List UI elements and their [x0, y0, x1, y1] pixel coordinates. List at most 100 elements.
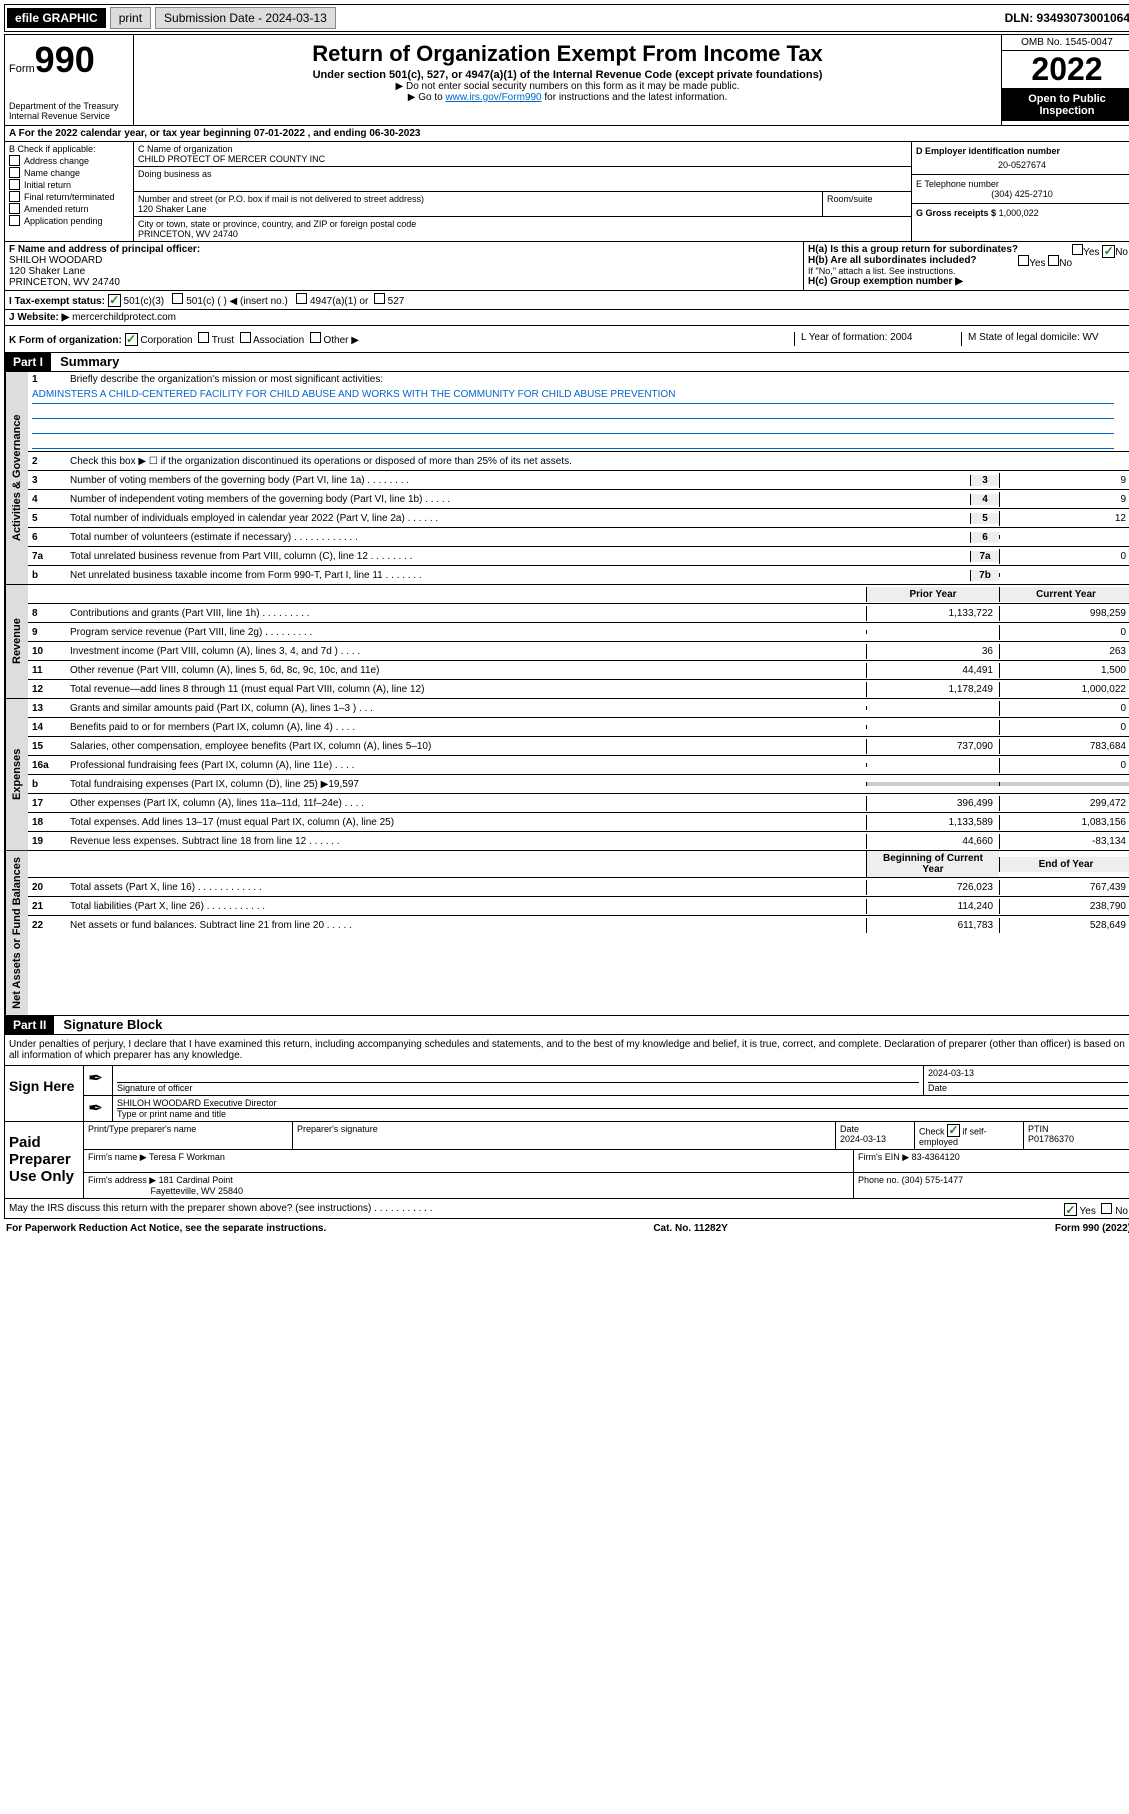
k-other[interactable]: [310, 332, 321, 343]
hb-note: If "No," attach a list. See instructions…: [808, 266, 1128, 276]
ein: 20-0527674: [916, 160, 1128, 170]
line-6-box: 6: [970, 532, 999, 543]
line-12-text: Total revenue—add lines 8 through 11 (mu…: [66, 682, 866, 697]
i-501c3-checked[interactable]: [108, 294, 121, 307]
i-label: I Tax-exempt status:: [9, 296, 105, 307]
form-title: Return of Organization Exempt From Incom…: [144, 41, 991, 67]
name-label: C Name of organization: [138, 144, 907, 154]
self-emp-checked[interactable]: [947, 1124, 960, 1137]
tab-netassets: Net Assets or Fund Balances: [5, 851, 28, 1015]
line-16a-current: 0: [999, 758, 1129, 773]
sig-date-val: 2024-03-13: [928, 1068, 1128, 1083]
line-4-text: Number of independent voting members of …: [66, 492, 970, 507]
colb-check-3[interactable]: [9, 191, 20, 202]
colb-check-5[interactable]: [9, 215, 20, 226]
line-b-box: 7b: [970, 570, 999, 581]
colb-item-3: Final return/terminated: [24, 192, 115, 202]
paid-preparer-block: Paid Preparer Use Only Print/Type prepar…: [4, 1122, 1129, 1199]
part-i-governance: Activities & Governance 1 Briefly descri…: [4, 372, 1129, 585]
line-22-begin: 611,783: [866, 918, 999, 933]
ha-yes[interactable]: [1072, 244, 1083, 255]
org-name: CHILD PROTECT OF MERCER COUNTY INC: [138, 154, 907, 164]
subtitle-2: ▶ Do not enter social security numbers o…: [144, 81, 991, 92]
line-5-text: Total number of individuals employed in …: [66, 511, 970, 526]
i-4947[interactable]: [296, 293, 307, 304]
officer-name: SHILOH WOODARD: [9, 255, 102, 266]
col-d: D Employer identification number 20-0527…: [911, 142, 1129, 241]
i-527[interactable]: [374, 293, 385, 304]
row-i-j: I Tax-exempt status: 501(c)(3) 501(c) ( …: [4, 291, 1129, 326]
website: mercerchildprotect.com: [72, 312, 176, 323]
line-18-prior: 1,133,589: [866, 815, 999, 830]
line-7a-box: 7a: [970, 551, 999, 562]
sig-officer-label: Signature of officer: [117, 1083, 192, 1093]
colb-check-4[interactable]: [9, 203, 20, 214]
submission-date: Submission Date - 2024-03-13: [155, 7, 336, 29]
part-i-header: Part I: [5, 353, 51, 371]
line-9-current: 0: [999, 625, 1129, 640]
line-b-text: Net unrelated business taxable income fr…: [66, 568, 970, 583]
line-6-val: [999, 535, 1129, 539]
paid-preparer: Paid Preparer Use Only: [5, 1122, 84, 1198]
hb-label: H(b) Are all subordinates included?: [808, 255, 977, 266]
prep-name-h: Print/Type preparer's name: [84, 1122, 293, 1149]
street: 120 Shaker Lane: [138, 204, 818, 214]
part-i-title: Summary: [54, 354, 119, 369]
colb-check-2[interactable]: [9, 179, 20, 190]
line-14-current: 0: [999, 720, 1129, 735]
hb-no[interactable]: [1048, 255, 1059, 266]
line-10-prior: 36: [866, 644, 999, 659]
line-5-box: 5: [970, 513, 999, 524]
ha-no-checked[interactable]: [1102, 245, 1115, 258]
top-toolbar: efile GRAPHIC print Submission Date - 20…: [4, 4, 1129, 32]
line-5-val: 12: [999, 511, 1129, 526]
line-3-text: Number of voting members of the governin…: [66, 473, 970, 488]
subtitle-1: Under section 501(c), 527, or 4947(a)(1)…: [144, 69, 991, 81]
dln: DLN: 93493073001064: [1005, 11, 1129, 25]
line-22-end: 528,649: [999, 918, 1129, 933]
sig-date-label: Date: [928, 1083, 947, 1093]
line-9-text: Program service revenue (Part VIII, line…: [66, 625, 866, 640]
line-15-prior: 737,090: [866, 739, 999, 754]
sign-here-block: Sign Here ✒ Signature of officer 2024-03…: [4, 1066, 1129, 1122]
i-501c[interactable]: [172, 293, 183, 304]
city: PRINCETON, WV 24740: [138, 229, 907, 239]
form-number: 990: [35, 39, 95, 80]
may-irs: May the IRS discuss this return with the…: [9, 1203, 433, 1214]
subtitle-3a: ▶ Go to: [408, 92, 446, 103]
part-ii-header: Part II: [5, 1016, 54, 1034]
line-11-current: 1,500: [999, 663, 1129, 678]
irs-link[interactable]: www.irs.gov/Form990: [445, 92, 541, 103]
line-12-current: 1,000,022: [999, 682, 1129, 697]
tax-year: 2022: [1002, 51, 1129, 89]
line-b-prior: [866, 782, 999, 786]
tab-revenue: Revenue: [5, 585, 28, 698]
type-name-label: Type or print name and title: [117, 1109, 226, 1119]
k-corp-checked[interactable]: [125, 333, 138, 346]
phone-label: E Telephone number: [916, 179, 1128, 189]
line-17-text: Other expenses (Part IX, column (A), lin…: [66, 796, 866, 811]
form-prefix: Form: [9, 63, 35, 75]
line-18-current: 1,083,156: [999, 815, 1129, 830]
open-public-2: Inspection: [1004, 105, 1129, 117]
line-20-begin: 726,023: [866, 880, 999, 895]
colb-check-1[interactable]: [9, 167, 20, 178]
may-irs-no[interactable]: [1101, 1203, 1112, 1214]
print-button[interactable]: print: [110, 7, 151, 29]
f-label: F Name and address of principal officer:: [9, 244, 200, 255]
row-k: K Form of organization: Corporation Trus…: [4, 326, 1129, 353]
subtitle-3b: for instructions and the latest informat…: [542, 92, 728, 103]
part-i-revenue: Revenue Prior Year Current Year 8Contrib…: [4, 585, 1129, 699]
open-public-1: Open to Public: [1004, 93, 1129, 105]
hb-yes[interactable]: [1018, 255, 1029, 266]
k-assoc[interactable]: [240, 332, 251, 343]
row-a-text: A For the 2022 calendar year, or tax yea…: [9, 128, 420, 139]
part-i-netassets: Net Assets or Fund Balances Beginning of…: [4, 851, 1129, 1016]
colb-check-0[interactable]: [9, 155, 20, 166]
line-b-text: Total fundraising expenses (Part IX, col…: [66, 777, 866, 792]
may-irs-yes[interactable]: [1064, 1203, 1077, 1216]
line-8-prior: 1,133,722: [866, 606, 999, 621]
tab-governance: Activities & Governance: [5, 372, 28, 584]
k-trust[interactable]: [198, 332, 209, 343]
line-14-prior: [866, 725, 999, 729]
